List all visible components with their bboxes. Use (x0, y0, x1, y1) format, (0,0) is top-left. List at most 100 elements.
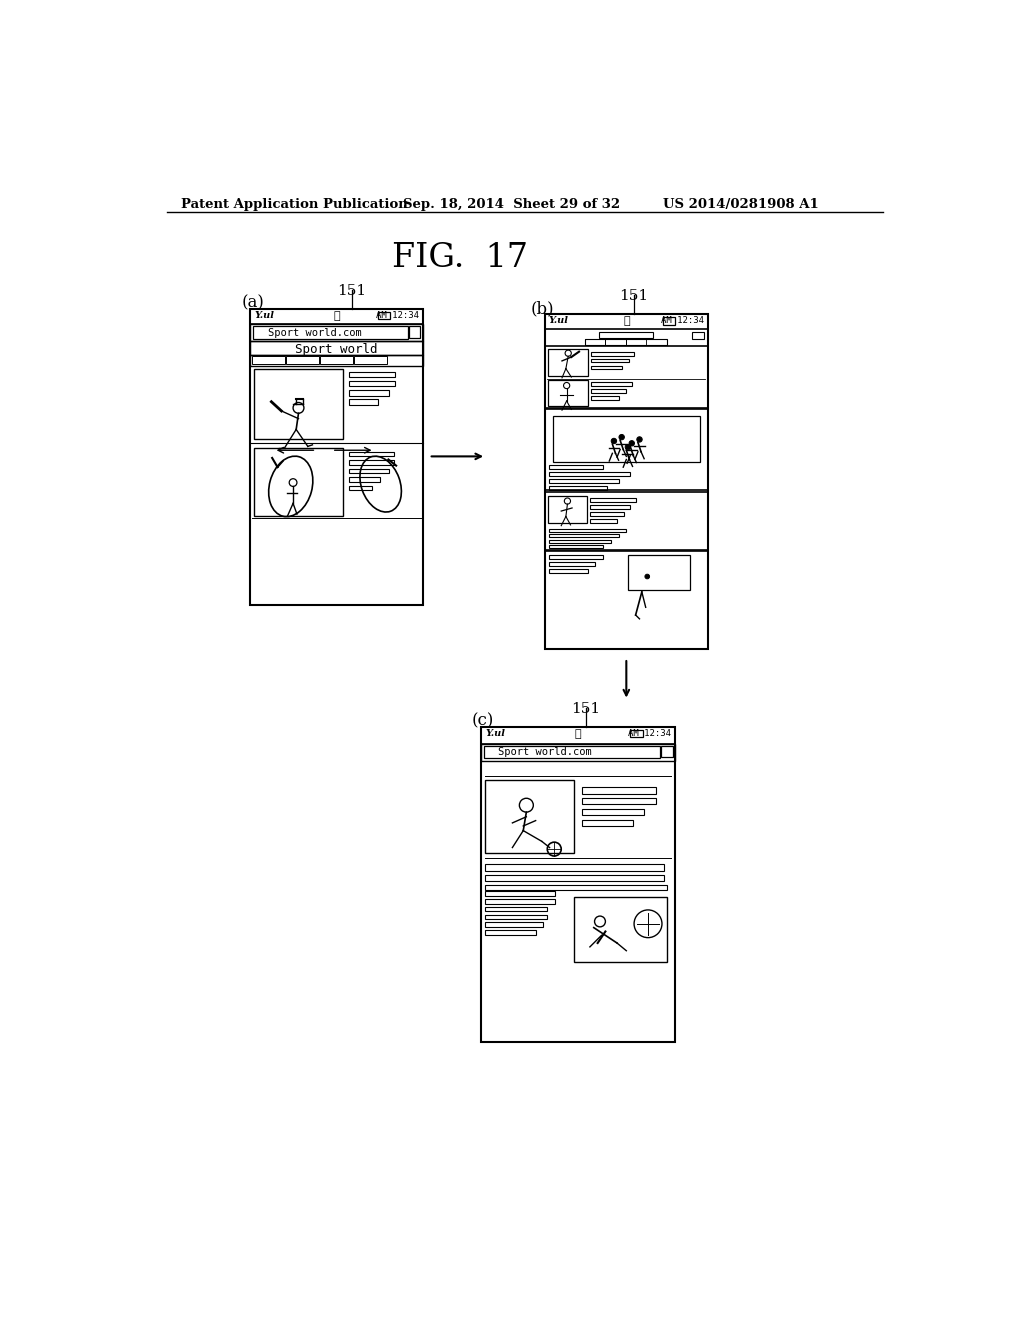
Bar (590, 498, 636, 502)
Bar (592, 351, 634, 355)
Bar (286, 356, 318, 364)
Bar (349, 478, 380, 482)
Bar (485, 915, 547, 919)
Bar (586, 339, 605, 345)
Bar (251, 309, 423, 605)
Bar (251, 323, 423, 341)
Bar (630, 730, 643, 738)
Bar (485, 923, 544, 927)
Text: AM 12:34: AM 12:34 (629, 729, 672, 738)
Circle shape (611, 438, 616, 444)
Bar (349, 461, 394, 465)
Bar (599, 331, 653, 338)
Bar (549, 471, 630, 475)
Bar (354, 356, 387, 364)
Text: Y.ul: Y.ul (549, 317, 568, 325)
Bar (251, 341, 423, 355)
Bar (583, 820, 633, 826)
Text: 151: 151 (620, 289, 648, 304)
Bar (590, 512, 624, 516)
Text: Y.ul: Y.ul (254, 312, 274, 319)
Text: Sport world.com: Sport world.com (499, 747, 592, 758)
Bar (349, 486, 372, 490)
Bar (628, 554, 690, 590)
Text: 151: 151 (571, 702, 601, 715)
Bar (481, 726, 675, 743)
Text: US 2014/0281908 A1: US 2014/0281908 A1 (663, 198, 818, 211)
Bar (626, 339, 646, 345)
Text: ✉: ✉ (333, 312, 340, 321)
Bar (592, 366, 623, 370)
Bar (549, 554, 603, 558)
Bar (349, 400, 378, 405)
Text: Sport world.com: Sport world.com (267, 327, 361, 338)
Bar (378, 312, 390, 319)
Bar (409, 326, 420, 338)
Circle shape (629, 441, 635, 446)
Bar (592, 383, 632, 387)
Bar (485, 891, 555, 896)
Bar (545, 346, 708, 408)
Bar (662, 746, 673, 758)
Circle shape (618, 434, 625, 440)
Bar (692, 331, 703, 339)
Bar (549, 569, 588, 573)
Bar (253, 326, 408, 339)
Bar (545, 314, 708, 330)
Text: (a): (a) (241, 294, 264, 312)
Bar (574, 896, 668, 962)
Bar (251, 309, 423, 323)
Circle shape (626, 445, 631, 450)
Circle shape (637, 437, 642, 442)
Bar (549, 465, 603, 469)
Bar (590, 519, 617, 523)
Bar (548, 380, 589, 407)
Bar (548, 496, 587, 524)
Bar (483, 746, 660, 758)
Bar (485, 875, 664, 880)
Text: Sep. 18, 2014  Sheet 29 of 32: Sep. 18, 2014 Sheet 29 of 32 (403, 198, 621, 211)
Bar (549, 545, 603, 548)
Text: Sport world: Sport world (295, 343, 378, 356)
Text: FIG.  17: FIG. 17 (391, 242, 527, 273)
Bar (553, 416, 700, 462)
Bar (481, 726, 675, 1043)
Bar (583, 788, 655, 793)
Circle shape (645, 574, 649, 578)
Bar (254, 370, 343, 438)
Text: AM 12:34: AM 12:34 (660, 317, 703, 325)
Text: (b): (b) (531, 300, 555, 317)
Bar (545, 552, 708, 649)
Bar (548, 350, 589, 376)
Bar (485, 899, 555, 904)
Text: ✉: ✉ (574, 729, 582, 739)
Bar (549, 535, 618, 537)
Bar (252, 356, 285, 364)
Bar (545, 492, 708, 549)
Bar (549, 529, 627, 532)
Bar (349, 372, 395, 378)
Text: Y.ul: Y.ul (485, 729, 505, 738)
Bar (485, 907, 547, 911)
Bar (592, 389, 626, 393)
Bar (254, 447, 343, 516)
Bar (349, 451, 394, 457)
Bar (349, 381, 395, 387)
Bar (321, 356, 352, 364)
Bar (583, 799, 655, 804)
Bar (592, 396, 620, 400)
Bar (583, 809, 644, 816)
Text: (c): (c) (472, 713, 495, 730)
Bar (549, 540, 611, 543)
Bar (349, 391, 389, 396)
Text: 151: 151 (338, 284, 367, 298)
Bar (485, 780, 574, 853)
Text: AM 12:34: AM 12:34 (376, 312, 419, 319)
Bar (549, 486, 607, 490)
Bar (485, 929, 536, 935)
Bar (605, 339, 626, 345)
Text: Patent Application Publication: Patent Application Publication (180, 198, 408, 211)
Text: ✉: ✉ (623, 317, 630, 326)
Bar (549, 479, 618, 483)
Bar (485, 884, 668, 890)
